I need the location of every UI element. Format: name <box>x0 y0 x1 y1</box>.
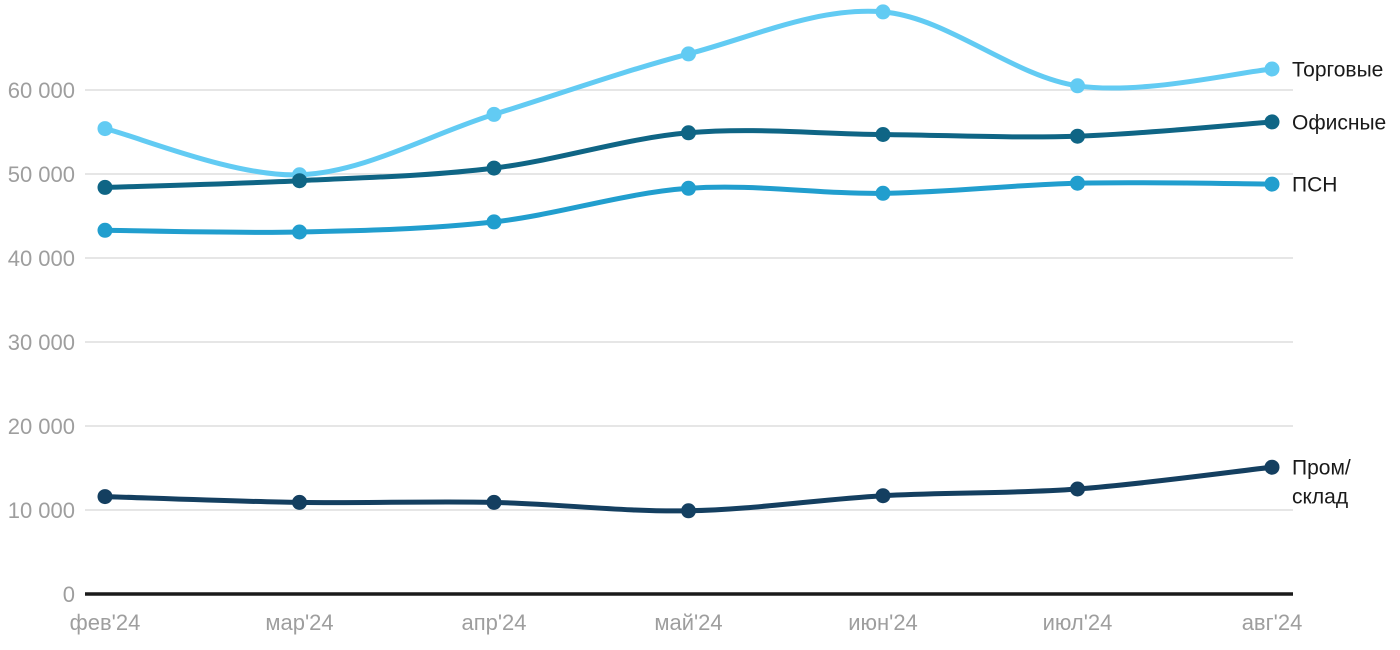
data-point[interactable] <box>97 489 113 505</box>
x-tick-label: фев'24 <box>70 610 141 635</box>
data-point[interactable] <box>875 127 891 142</box>
data-point[interactable] <box>97 121 113 137</box>
series-line <box>102 8 1275 178</box>
y-tick-label: 40 000 <box>8 246 75 271</box>
x-tick-label: авг'24 <box>1242 610 1303 635</box>
data-point[interactable] <box>1070 78 1085 94</box>
series-end-label: ПСН <box>1292 174 1337 197</box>
data-point[interactable] <box>1264 459 1280 475</box>
x-tick-label: мар'24 <box>265 610 333 635</box>
data-point[interactable] <box>97 222 113 238</box>
series-end-label: Торговые <box>1292 59 1383 82</box>
data-point[interactable] <box>1264 61 1280 77</box>
x-tick-label: апр'24 <box>461 610 526 635</box>
data-point[interactable] <box>1264 114 1280 130</box>
data-point[interactable] <box>681 503 696 519</box>
data-point[interactable] <box>875 4 891 20</box>
data-point[interactable] <box>486 160 502 176</box>
y-tick-label: 20 000 <box>8 414 75 439</box>
data-point[interactable] <box>1264 176 1280 192</box>
data-point[interactable] <box>486 106 502 122</box>
series-end-label: склад <box>1292 486 1348 509</box>
data-point[interactable] <box>292 494 307 510</box>
data-point[interactable] <box>97 179 113 195</box>
data-point[interactable] <box>1070 175 1085 191</box>
data-point[interactable] <box>486 494 502 510</box>
series-end-label: Пром/ <box>1292 457 1351 480</box>
y-tick-label: 30 000 <box>8 330 75 355</box>
data-point[interactable] <box>1070 128 1085 144</box>
y-tick-label: 10 000 <box>8 498 75 523</box>
x-tick-label: июл'24 <box>1043 610 1113 635</box>
series-end-label: Офисные <box>1292 111 1386 134</box>
data-point[interactable] <box>292 173 307 189</box>
y-tick-label: 60 000 <box>8 78 75 103</box>
data-point[interactable] <box>681 125 696 141</box>
x-tick-label: июн'24 <box>848 610 918 635</box>
data-point[interactable] <box>681 180 696 196</box>
data-point[interactable] <box>875 488 891 504</box>
x-tick-label: май'24 <box>654 610 722 635</box>
y-tick-label: 50 000 <box>8 162 75 187</box>
data-point[interactable] <box>292 224 307 240</box>
data-point[interactable] <box>875 185 891 201</box>
data-point[interactable] <box>486 214 502 230</box>
data-point[interactable] <box>1070 481 1085 497</box>
y-tick-label: 0 <box>63 582 75 607</box>
data-point[interactable] <box>681 46 696 62</box>
